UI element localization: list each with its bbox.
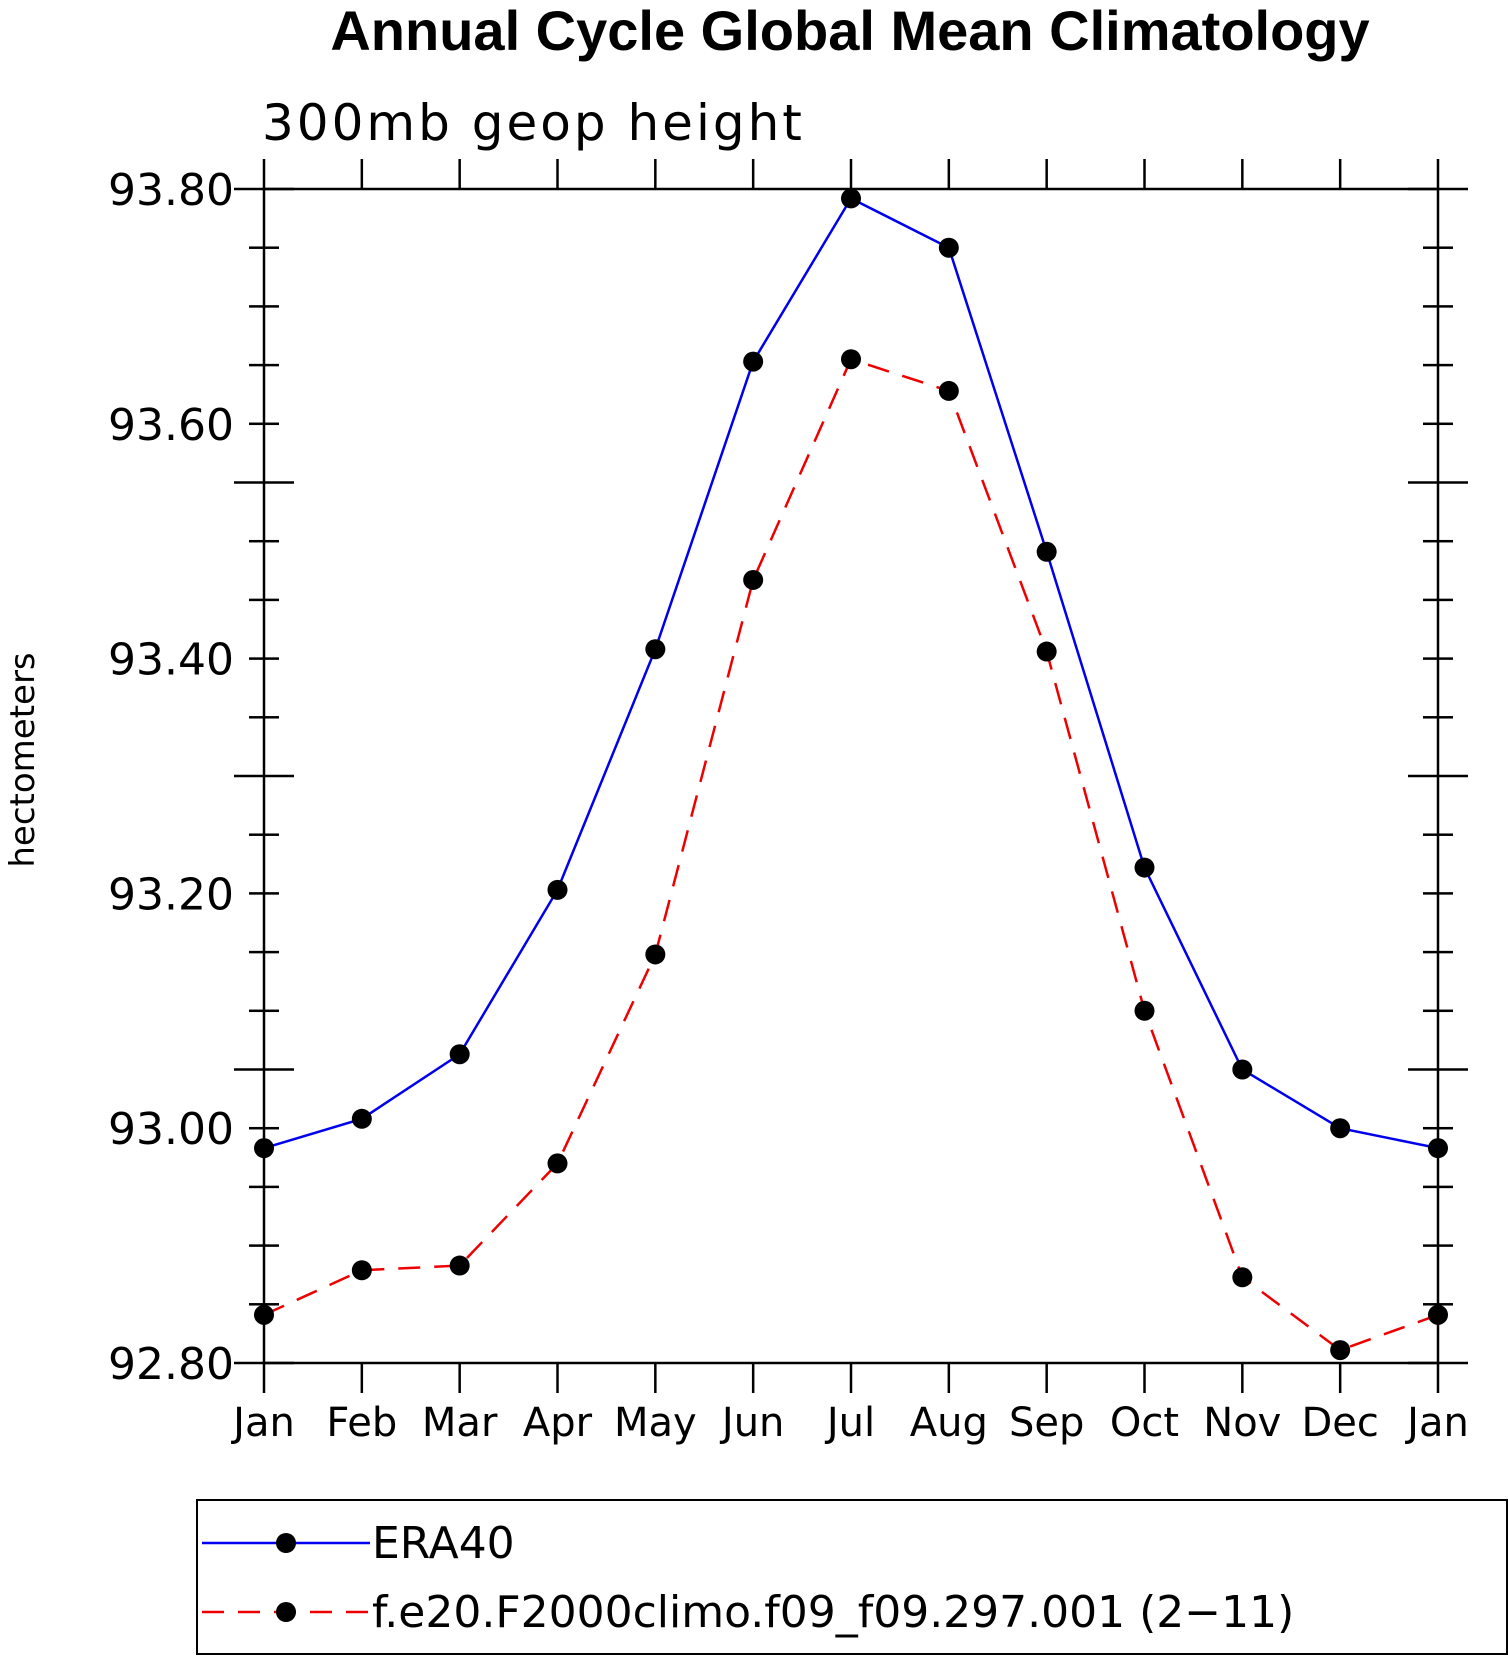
data-point-series-1 (254, 1304, 274, 1325)
y-tick-label: 93.00 (108, 1104, 234, 1155)
data-point-series-1 (351, 1260, 372, 1281)
data-point-series-0 (938, 237, 959, 258)
x-tick-label: Aug (910, 1400, 988, 1446)
data-point-series-1 (1036, 641, 1057, 662)
data-point-series-0 (1134, 857, 1155, 878)
y-axis-label: hectometers (3, 652, 43, 867)
data-point-series-0 (351, 1108, 372, 1129)
x-tick-label: Jan (1404, 1400, 1469, 1446)
data-point-series-1 (1232, 1267, 1253, 1288)
legend-entry-model: f.e20.F2000climo.f09_f09.297.001 (2−11) (202, 1587, 1294, 1638)
x-tick-label: Jun (719, 1400, 785, 1446)
x-tick-label: May (614, 1400, 697, 1446)
series-line-1 (263, 357, 1439, 1352)
chart-subtitle: 300mb geop height (262, 94, 805, 152)
y-tick-label: 93.80 (108, 165, 234, 216)
data-point-series-0 (547, 879, 568, 900)
data-point-series-0 (1330, 1118, 1351, 1139)
data-point-series-0 (841, 188, 861, 209)
legend-marker-era40 (276, 1533, 296, 1553)
axis-ticks (234, 159, 1468, 1393)
data-point-series-1 (547, 1153, 568, 1174)
x-tick-label: Mar (422, 1400, 498, 1446)
data-point-series-1 (1134, 1000, 1155, 1021)
x-tick-labels: Jan Feb Mar Apr May Jun Jul Aug Sep Oct Nov Dec Jan (230, 1400, 1469, 1446)
legend-label-model: f.e20.F2000climo.f09_f09.297.001 (2−11) (372, 1587, 1294, 1638)
x-tick-label: Sep (1009, 1400, 1084, 1446)
data-point-series-0 (1232, 1059, 1253, 1080)
chart-title: Annual Cycle Global Mean Climatology (330, 0, 1369, 62)
x-tick-label: Feb (326, 1400, 397, 1446)
y-tick-label: 92.80 (108, 1339, 234, 1390)
data-point-series-0 (254, 1138, 274, 1159)
x-tick-label: Jan (230, 1400, 295, 1446)
data-point-series-0 (743, 351, 764, 372)
data-point-series-0 (1036, 541, 1057, 562)
legend-marker-model (276, 1602, 296, 1622)
legend-label-era40: ERA40 (372, 1518, 515, 1569)
x-tick-label: Dec (1301, 1400, 1378, 1446)
legend-box (196, 1499, 1508, 1655)
series-line-0 (263, 196, 1439, 1150)
data-point-series-1 (841, 349, 861, 370)
data-point-series-0 (645, 639, 666, 660)
x-tick-label: Oct (1110, 1400, 1179, 1446)
data-point-series-1 (1330, 1340, 1351, 1361)
data-point-series-0 (1428, 1138, 1448, 1159)
series-layer (254, 188, 1448, 1361)
data-point-series-1 (938, 380, 959, 401)
data-point-series-1 (1428, 1304, 1448, 1325)
data-point-series-1 (449, 1255, 470, 1276)
x-tick-label: Nov (1203, 1400, 1281, 1446)
data-point-series-1 (743, 569, 764, 590)
x-tick-label: Apr (523, 1400, 593, 1446)
y-tick-labels: 93.80 93.60 93.40 93.20 93.00 92.80 (108, 165, 234, 1390)
y-tick-label: 93.20 (108, 869, 234, 920)
data-point-series-1 (645, 944, 666, 965)
data-point-series-0 (449, 1044, 470, 1065)
y-tick-label: 93.60 (108, 400, 234, 451)
x-tick-label: Jul (824, 1400, 875, 1446)
y-tick-label: 93.40 (108, 635, 234, 686)
legend-entry-era40: ERA40 (202, 1518, 515, 1569)
